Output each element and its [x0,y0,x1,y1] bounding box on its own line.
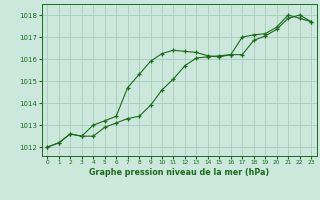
X-axis label: Graphe pression niveau de la mer (hPa): Graphe pression niveau de la mer (hPa) [89,168,269,177]
